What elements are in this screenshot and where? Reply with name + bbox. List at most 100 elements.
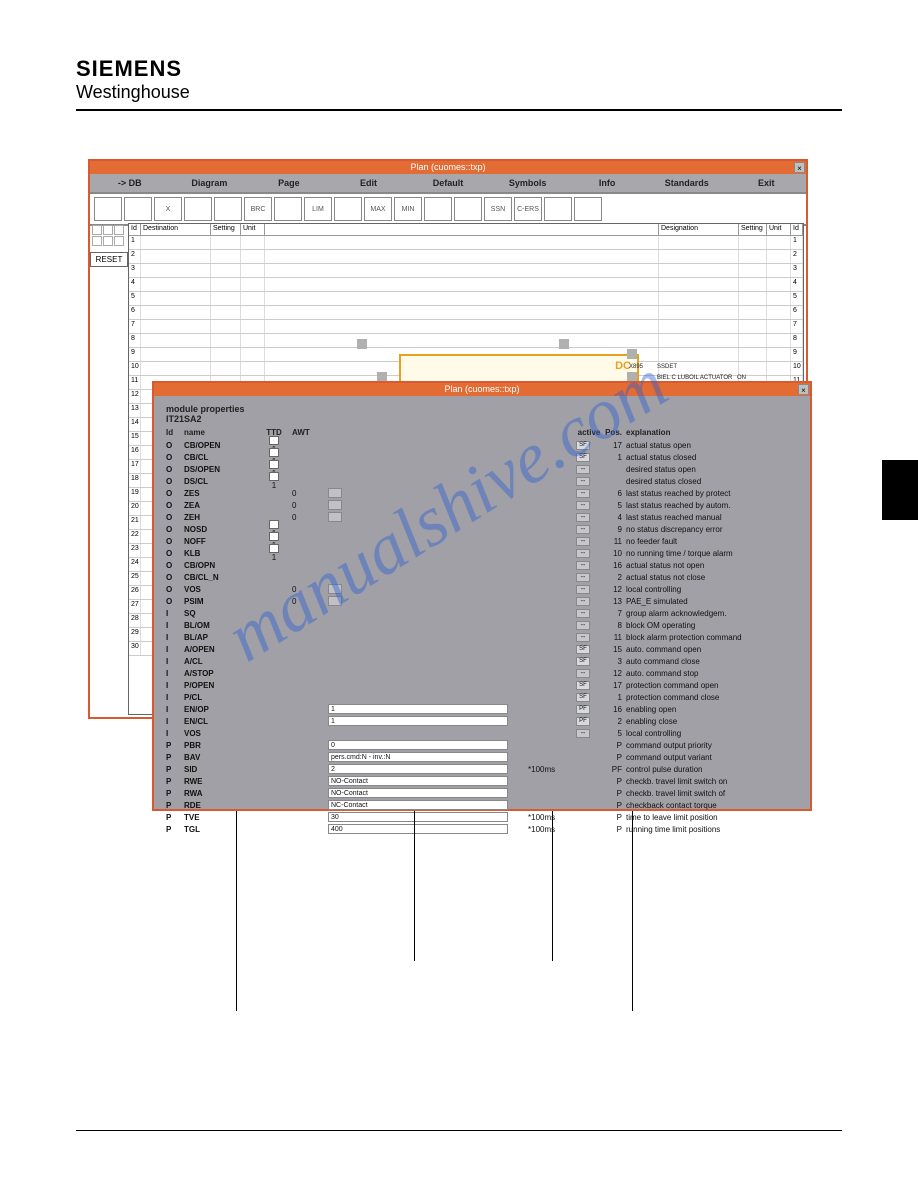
property-row: OPSIM0--13PAE_E simulated <box>166 595 798 607</box>
col-awt: AWT <box>292 428 328 437</box>
awt-box[interactable] <box>328 596 342 606</box>
col-desig: Designation <box>659 224 739 235</box>
menu-standards[interactable]: Standards <box>647 174 727 192</box>
tool-btn[interactable] <box>214 197 242 221</box>
props-heading: module properties <box>166 404 798 414</box>
active-toggle[interactable]: PF <box>576 717 590 726</box>
designation-row: X895SSDET <box>629 364 799 370</box>
property-row: PRWENO-ContactPcheckb. travel limit swit… <box>166 775 798 787</box>
ttd-checkbox[interactable] <box>269 448 279 457</box>
palette-icon[interactable] <box>92 236 102 246</box>
tool-btn[interactable]: LIM <box>304 197 332 221</box>
awt-box[interactable] <box>328 512 342 522</box>
value-field[interactable]: 30 <box>328 812 508 822</box>
active-toggle[interactable]: -- <box>576 525 590 534</box>
value-field[interactable]: NO-Contact <box>328 776 508 786</box>
value-field[interactable]: 1 <box>328 704 508 714</box>
palette-icon[interactable] <box>103 225 113 235</box>
awt-box[interactable] <box>328 500 342 510</box>
active-toggle[interactable]: -- <box>576 729 590 738</box>
tool-btn[interactable]: C-ERS <box>514 197 542 221</box>
active-toggle[interactable]: -- <box>576 633 590 642</box>
palette-icon[interactable] <box>92 225 102 235</box>
tool-btn[interactable] <box>454 197 482 221</box>
active-toggle[interactable]: -- <box>576 609 590 618</box>
col-pos: Pos. <box>602 428 626 437</box>
node-icon[interactable] <box>559 339 569 349</box>
tool-btn[interactable]: MAX <box>364 197 392 221</box>
active-toggle[interactable]: SF <box>576 441 590 450</box>
tool-btn[interactable] <box>544 197 572 221</box>
active-toggle[interactable]: -- <box>576 537 590 546</box>
value-field[interactable]: 2 <box>328 764 508 774</box>
node-icon[interactable] <box>357 339 367 349</box>
menu-info[interactable]: Info <box>567 174 647 192</box>
tool-btn[interactable] <box>124 197 152 221</box>
menu-edit[interactable]: Edit <box>329 174 409 192</box>
close-icon[interactable]: × <box>794 162 805 173</box>
property-row: IP/CLSF1protection command close <box>166 691 798 703</box>
col-dest: Destination <box>141 224 211 235</box>
awt-box[interactable] <box>328 584 342 594</box>
property-row: IA/CLSF3auto command close <box>166 655 798 667</box>
tool-btn[interactable] <box>184 197 212 221</box>
palette-icon[interactable] <box>103 236 113 246</box>
tool-btn[interactable] <box>334 197 362 221</box>
ttd-checkbox[interactable] <box>269 520 279 529</box>
active-toggle[interactable]: PF <box>576 705 590 714</box>
menu-page[interactable]: Page <box>249 174 329 192</box>
property-row: OVOS0--12local controlling <box>166 583 798 595</box>
tool-btn[interactable] <box>424 197 452 221</box>
ttd-checkbox[interactable] <box>269 544 279 553</box>
active-toggle[interactable]: -- <box>576 597 590 606</box>
tool-btn[interactable] <box>274 197 302 221</box>
tool-btn[interactable]: X <box>154 197 182 221</box>
active-toggle[interactable]: -- <box>576 573 590 582</box>
value-field[interactable]: 0 <box>328 740 508 750</box>
reset-button[interactable]: RESET <box>90 252 128 267</box>
table-row: 22 <box>129 250 803 264</box>
value-field[interactable]: 400 <box>328 824 508 834</box>
active-toggle[interactable]: -- <box>576 585 590 594</box>
active-toggle[interactable]: SF <box>576 453 590 462</box>
active-toggle[interactable]: -- <box>576 549 590 558</box>
active-toggle[interactable]: SF <box>576 645 590 654</box>
tool-btn[interactable]: MIN <box>394 197 422 221</box>
value-field[interactable]: pers.cmd:N - inv.:N <box>328 752 508 762</box>
menu-symbols[interactable]: Symbols <box>488 174 568 192</box>
active-toggle[interactable]: -- <box>576 465 590 474</box>
value-field[interactable]: 1 <box>328 716 508 726</box>
active-toggle[interactable]: SF <box>576 657 590 666</box>
tool-btn[interactable] <box>574 197 602 221</box>
active-toggle[interactable]: -- <box>576 621 590 630</box>
menu-exit[interactable]: Exit <box>727 174 807 192</box>
active-toggle[interactable]: SF <box>576 693 590 702</box>
ttd-checkbox[interactable] <box>269 532 279 541</box>
close-icon[interactable]: × <box>798 384 809 395</box>
active-toggle[interactable]: SF <box>576 681 590 690</box>
window-title: Plan (cuomes::txp) × <box>90 161 806 174</box>
node-icon[interactable] <box>627 349 637 359</box>
table-row: 55 <box>129 292 803 306</box>
menu-diagram[interactable]: Diagram <box>170 174 250 192</box>
tool-btn[interactable]: SSN <box>484 197 512 221</box>
tool-btn[interactable]: BRC <box>244 197 272 221</box>
ttd-checkbox[interactable] <box>269 460 279 469</box>
menu-default[interactable]: Default <box>408 174 488 192</box>
active-toggle[interactable]: -- <box>576 501 590 510</box>
palette-icon[interactable] <box>114 225 124 235</box>
active-toggle[interactable]: -- <box>576 513 590 522</box>
tool-btn[interactable] <box>94 197 122 221</box>
palette-icon[interactable] <box>114 236 124 246</box>
active-toggle[interactable]: -- <box>576 477 590 486</box>
ttd-checkbox[interactable] <box>269 436 279 445</box>
active-toggle[interactable]: -- <box>576 561 590 570</box>
active-toggle[interactable]: -- <box>576 489 590 498</box>
ttd-checkbox[interactable] <box>269 472 279 481</box>
awt-box[interactable] <box>328 488 342 498</box>
menu-db[interactable]: -> DB <box>90 174 170 192</box>
table-row: 88 <box>129 334 803 348</box>
active-toggle[interactable]: -- <box>576 669 590 678</box>
value-field[interactable]: NC-Contact <box>328 800 508 810</box>
value-field[interactable]: NO-Contact <box>328 788 508 798</box>
